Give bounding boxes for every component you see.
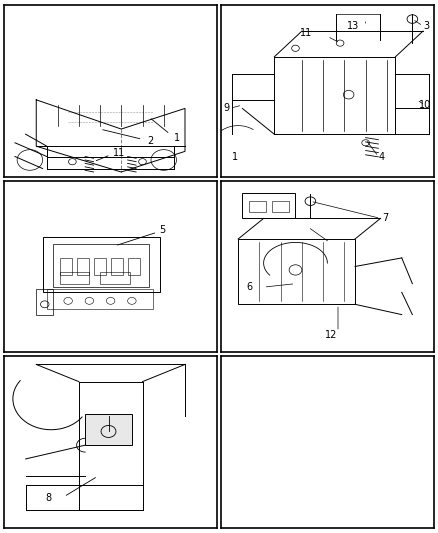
Bar [77, 258, 89, 275]
Bar [272, 201, 289, 212]
Text: 10: 10 [419, 100, 431, 110]
Text: 6: 6 [247, 282, 253, 292]
Bar [94, 258, 106, 275]
Bar [100, 272, 130, 284]
Bar [238, 239, 355, 304]
Bar [60, 272, 89, 284]
Bar [47, 289, 153, 310]
Text: 8: 8 [45, 494, 51, 504]
Text: 11: 11 [300, 28, 312, 38]
Text: 5: 5 [159, 225, 166, 236]
Text: 7: 7 [383, 213, 389, 223]
Text: 12: 12 [325, 330, 338, 340]
Bar [36, 289, 53, 314]
Text: 3: 3 [423, 21, 429, 31]
Text: 9: 9 [223, 103, 230, 114]
Text: 1: 1 [232, 151, 238, 161]
Bar [111, 258, 124, 275]
Bar [242, 192, 296, 219]
Bar [85, 414, 132, 445]
Bar [60, 258, 72, 275]
Text: 1: 1 [174, 133, 180, 143]
Bar [42, 237, 159, 292]
Text: 2: 2 [147, 136, 153, 146]
Text: 13: 13 [347, 21, 359, 31]
Text: 11: 11 [113, 148, 125, 158]
Bar [53, 244, 149, 287]
Bar [249, 201, 266, 212]
Bar [127, 258, 140, 275]
Text: 4: 4 [378, 151, 385, 161]
